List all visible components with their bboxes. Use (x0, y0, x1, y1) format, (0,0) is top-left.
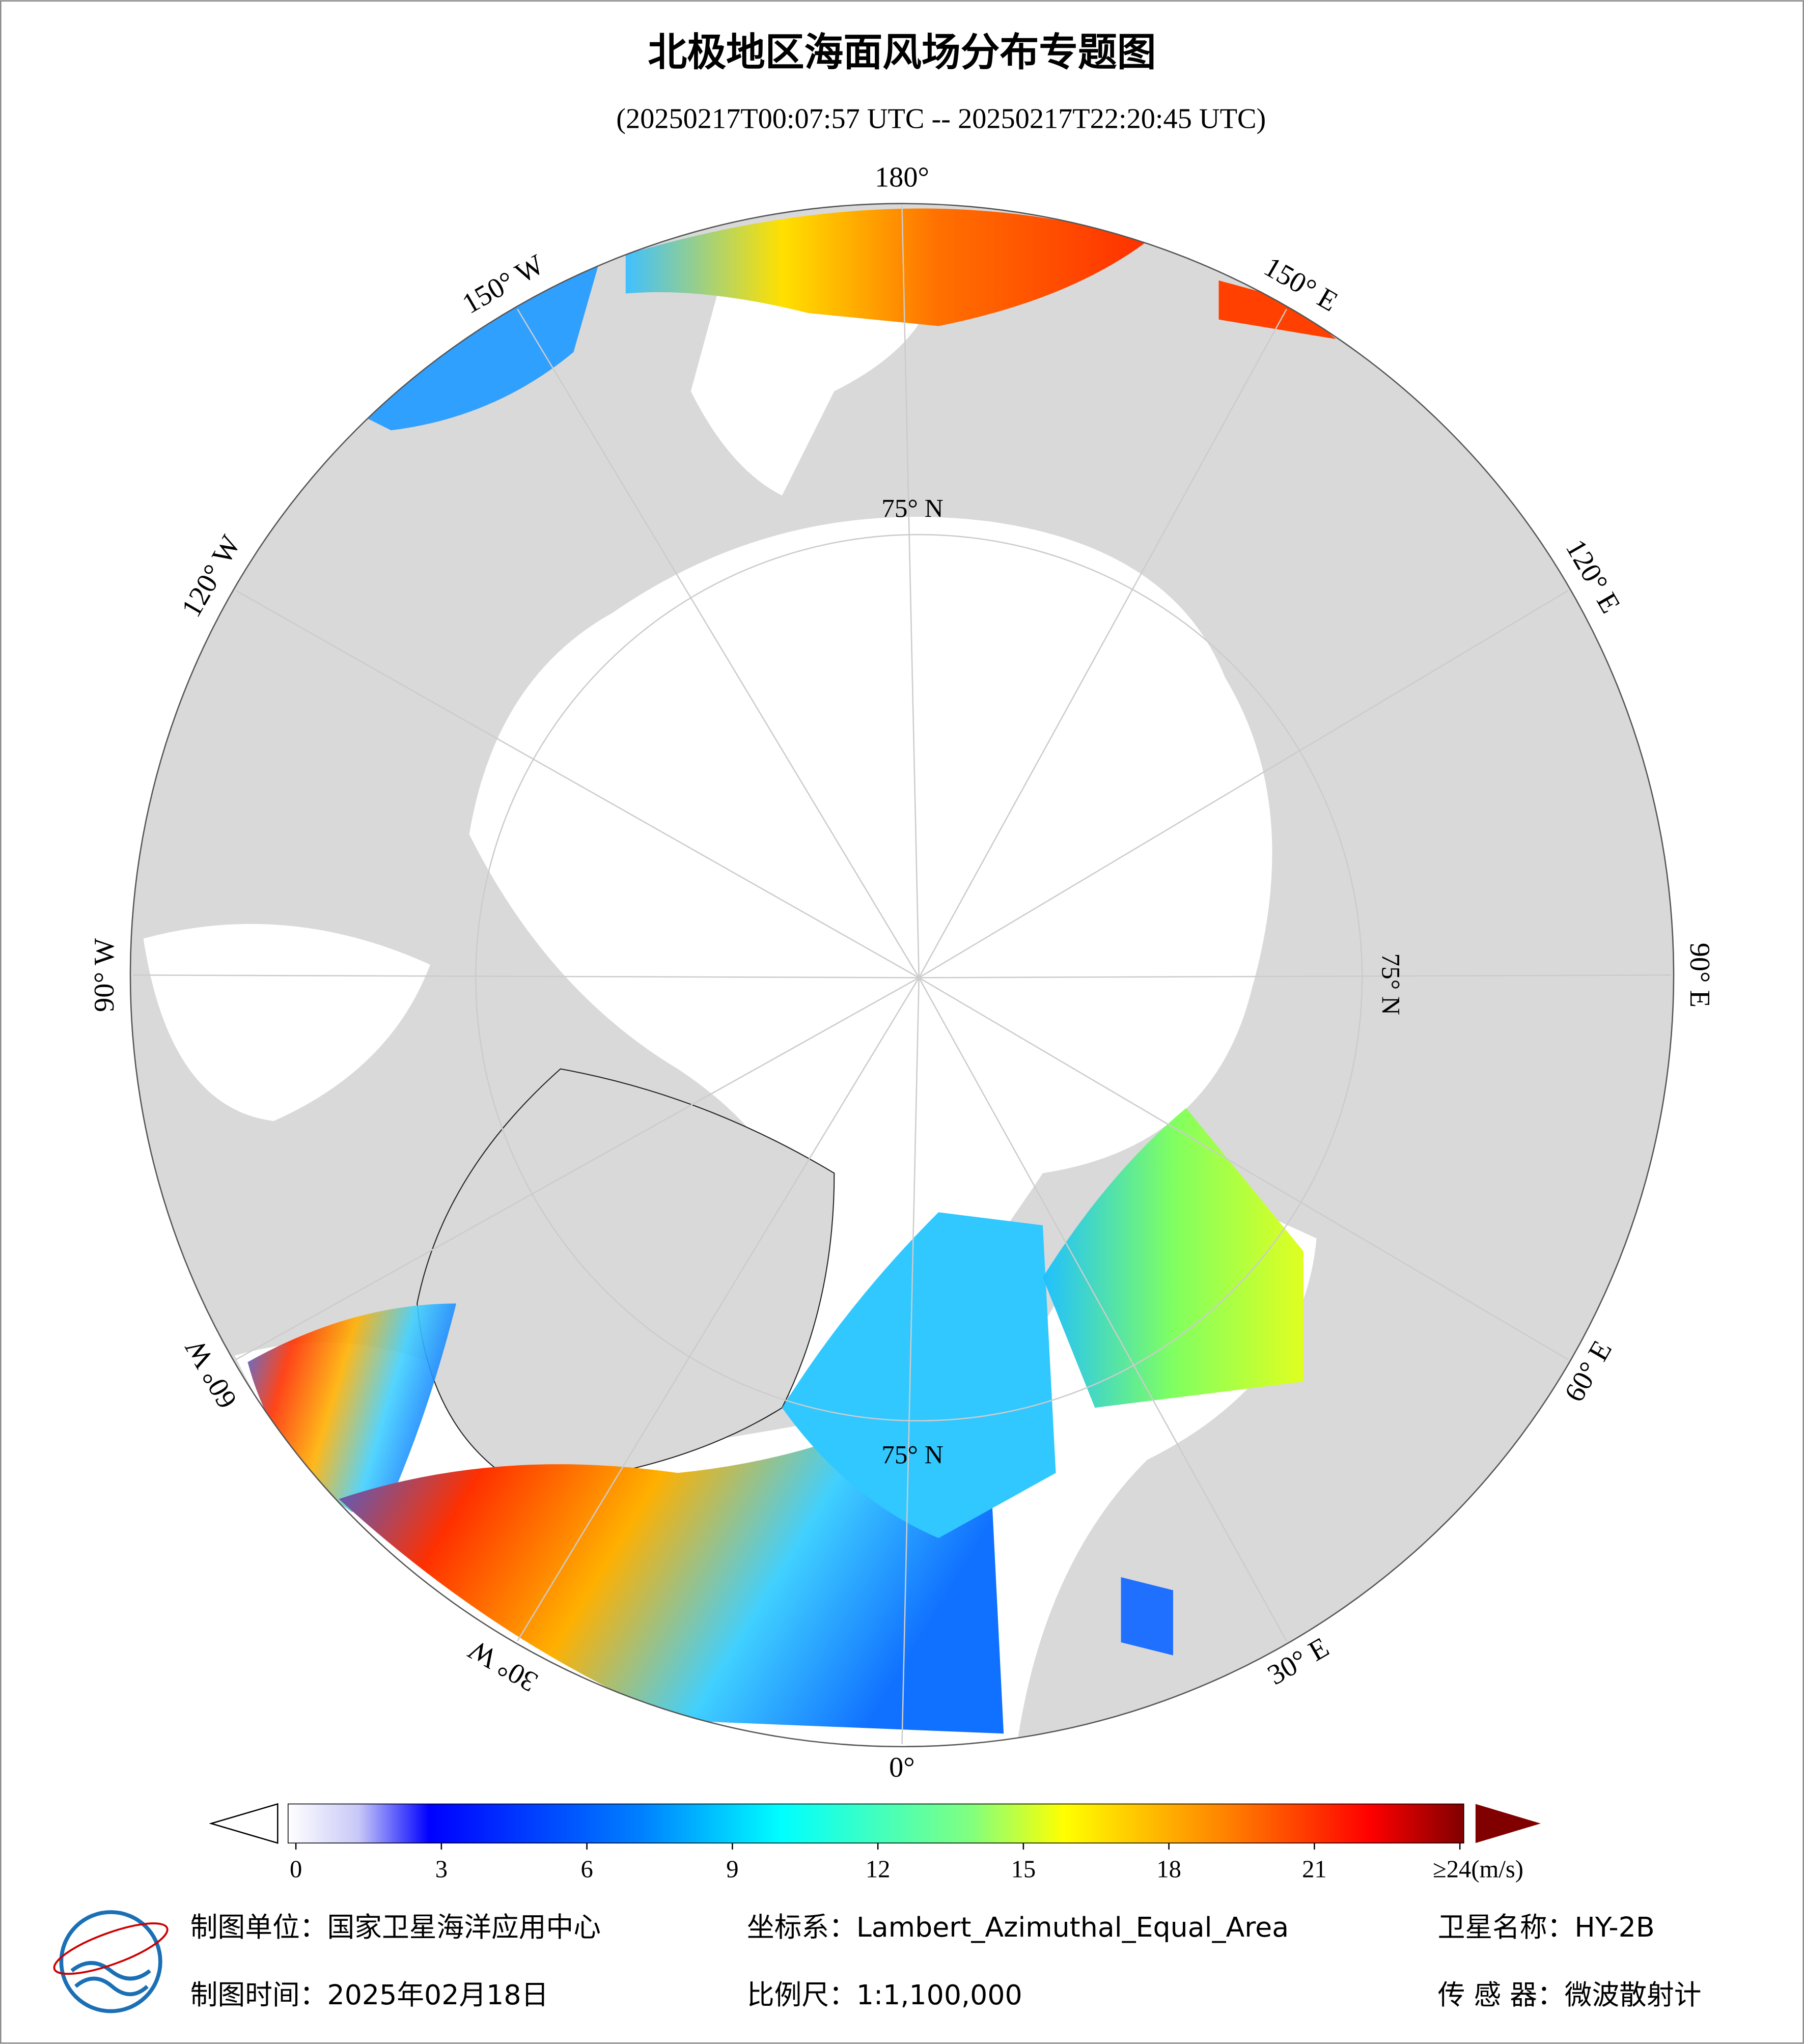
meridian (901, 206, 920, 978)
meridian (918, 309, 1287, 978)
colorbar-tick-label: 0 (290, 1856, 302, 1883)
colorbar-tick-label: 18 (1156, 1856, 1181, 1883)
meridian (235, 590, 920, 978)
latitude-circle (475, 534, 1363, 1422)
meridian (919, 974, 1671, 978)
longitude-label: 0° (889, 1752, 915, 1783)
wind-north-atlantic (339, 1408, 1004, 1734)
colorbar-tick-label: ≥24(m/s) (1433, 1856, 1523, 1883)
wind-okhotsk (1218, 280, 1336, 340)
wind-chukchi (625, 208, 1147, 326)
longitude-label: 90° E (1684, 943, 1715, 1007)
footer-scale: 比例尺：1:1,100,000 (747, 1979, 1022, 2011)
meridians (133, 206, 1671, 1744)
wind-bering (365, 261, 600, 431)
colorbar-ramp (287, 1803, 1464, 1844)
colorbar-over (1475, 1804, 1541, 1843)
wind-barents (1042, 1108, 1303, 1408)
map-body (130, 203, 1674, 1747)
latitude-label: 75° N (881, 494, 943, 523)
meridian (517, 309, 920, 978)
colorbar-tick-label: 9 (726, 1856, 738, 1883)
latitude-label: 75° N (1376, 954, 1405, 1015)
colorbar: 0 3 6 9 12 15 18 21 ≥24(m/s) (209, 1803, 1541, 1883)
longitude-label: 90° W (89, 938, 120, 1012)
footer-date: 制图时间：2025年02月18日 (190, 1979, 549, 2011)
footer-crs: 坐标系：Lambert_Azimuthal_Equal_Area (747, 1911, 1289, 1943)
footer-sensor: 传 感 器：微波散射计 (1438, 1979, 1702, 2011)
arctic-ice (469, 517, 1272, 1397)
meridian (919, 977, 1569, 1360)
map-boundary (129, 203, 1675, 1748)
meridian (901, 977, 920, 1744)
meridian (919, 590, 1569, 978)
logo (53, 1910, 169, 2013)
longitude-label: 180° (875, 162, 929, 193)
latitude-label: 75° N (881, 1440, 943, 1469)
colorbar-tick-label: 6 (580, 1856, 593, 1883)
footer: 制图单位：国家卫星海洋应用中心 制图时间：2025年02月18日 坐标系：Lam… (190, 1911, 1702, 2011)
title: 北极地区海面风场分布专题图 (648, 30, 1156, 75)
meridian (517, 977, 920, 1642)
colorbar-tick-label: 3 (435, 1856, 448, 1883)
footer-unit: 制图单位：国家卫星海洋应用中心 (190, 1911, 601, 1943)
colorbar-tick-label: 12 (866, 1856, 891, 1883)
colorbar-tick-label: 21 (1302, 1856, 1327, 1883)
meridian (133, 974, 919, 978)
wind-greenland-sea (782, 1212, 1056, 1538)
hudson-bay (143, 923, 430, 1122)
meridian (235, 977, 920, 1360)
wind-baltic (1121, 1577, 1173, 1656)
colorbar-tick-label: 15 (1011, 1856, 1036, 1883)
footer-satellite: 卫星名称：HY-2B (1438, 1911, 1655, 1943)
subtitle: (20250217T00:07:57 UTC -- 20250217T22:20… (616, 103, 1266, 134)
meridian (918, 977, 1287, 1641)
colorbar-under (209, 1803, 279, 1844)
